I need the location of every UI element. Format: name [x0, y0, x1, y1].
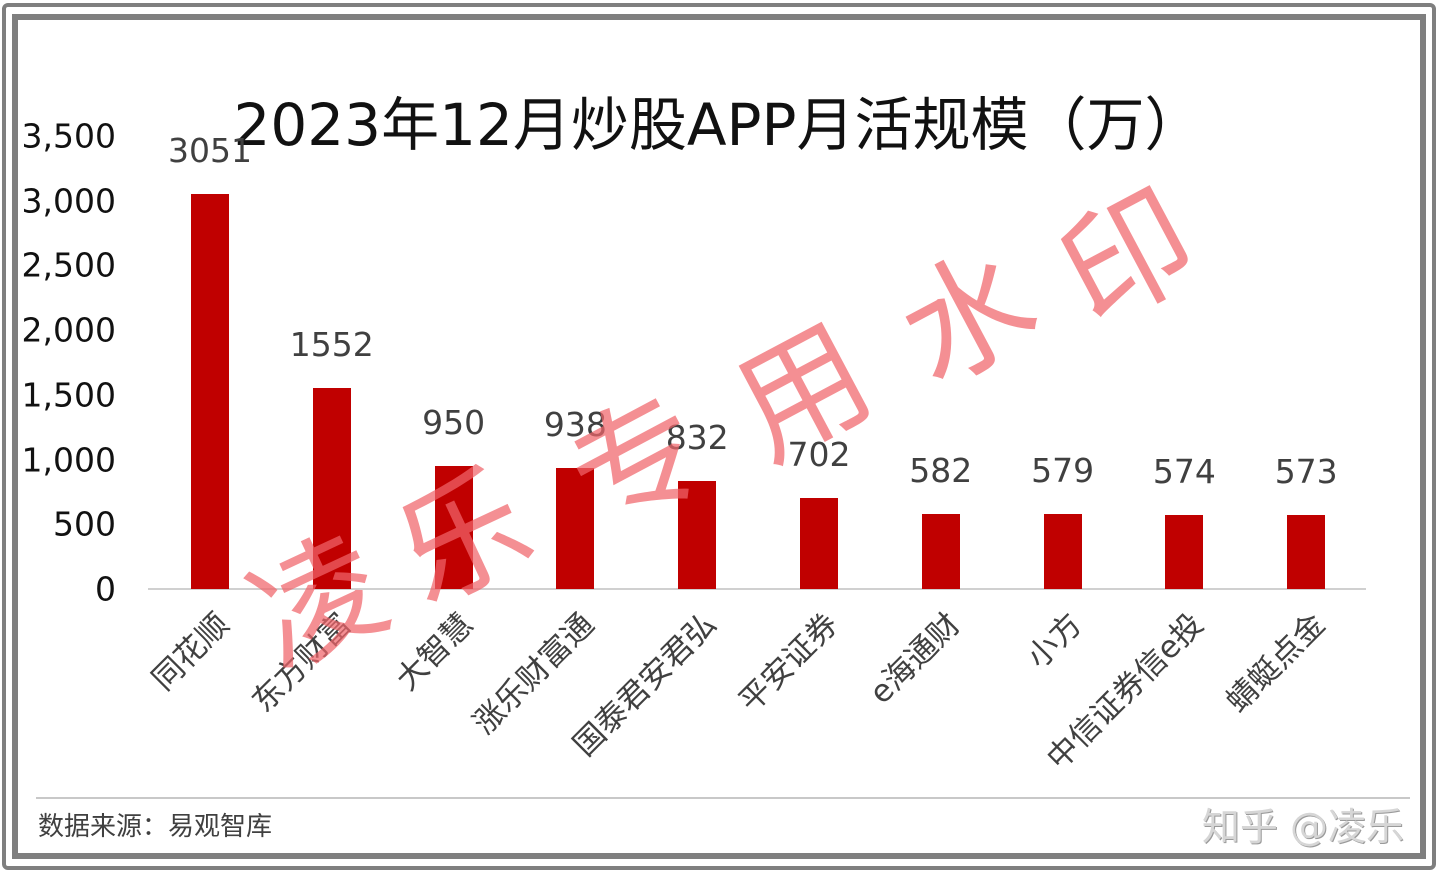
chart-area: 2023年12月炒股APP月活规模（万）: [18, 20, 1420, 853]
data-label: 950: [422, 403, 486, 443]
data-label: 574: [1152, 451, 1216, 491]
data-label: 3051: [168, 131, 252, 171]
category-label: e海通财: [862, 606, 968, 712]
data-label: 1552: [289, 325, 374, 365]
category-label: 涨乐财富通: [466, 606, 602, 742]
category-label: 蜻蜓点金: [1219, 606, 1333, 720]
bar: [434, 466, 473, 589]
bar: [921, 513, 960, 589]
category-label: 东方财富: [245, 606, 359, 720]
y-tick-label: 500: [53, 504, 116, 544]
y-tick-label: 0: [95, 569, 116, 609]
y-tick-label: 3,000: [21, 181, 116, 221]
data-label: 832: [665, 418, 729, 458]
category-label: 小方: [1019, 606, 1089, 676]
data-label: 702: [787, 435, 851, 475]
y-tick-label: 1,000: [21, 440, 116, 480]
bar: [678, 481, 717, 589]
y-tick-label: 3,500: [21, 116, 116, 156]
y-tick-label: 2,500: [21, 245, 116, 285]
category-label: 平安证券: [732, 606, 846, 720]
bar: [191, 194, 229, 589]
x-axis-line: [148, 588, 1366, 590]
data-label: 579: [1031, 451, 1095, 491]
y-tick-label: 1,500: [21, 375, 116, 415]
bar: [1287, 514, 1326, 589]
bar: [1165, 514, 1204, 589]
bar: [556, 467, 595, 589]
watermark-char: 水: [877, 222, 1061, 415]
data-label: 582: [909, 450, 973, 490]
source-note: 数据来源：易观智库: [38, 812, 273, 842]
bar: [800, 498, 838, 589]
data-label: 573: [1274, 451, 1338, 491]
chart-title: 2023年12月炒股APP月活规模（万）: [233, 91, 1203, 159]
platform-watermark: 知乎 @凌乐: [1201, 805, 1404, 849]
category-label: 大智慧: [388, 606, 480, 698]
y-tick-label: 2,000: [21, 310, 116, 350]
data-label: 938: [543, 404, 607, 444]
watermark-char: 印: [1037, 162, 1221, 355]
footer-divider: [36, 797, 1410, 799]
chart-frame: 2023年12月炒股APP月活规模（万）: [12, 14, 1426, 859]
bar: [1043, 514, 1082, 589]
category-label: 同花顺: [145, 606, 237, 698]
bar: [312, 388, 351, 589]
